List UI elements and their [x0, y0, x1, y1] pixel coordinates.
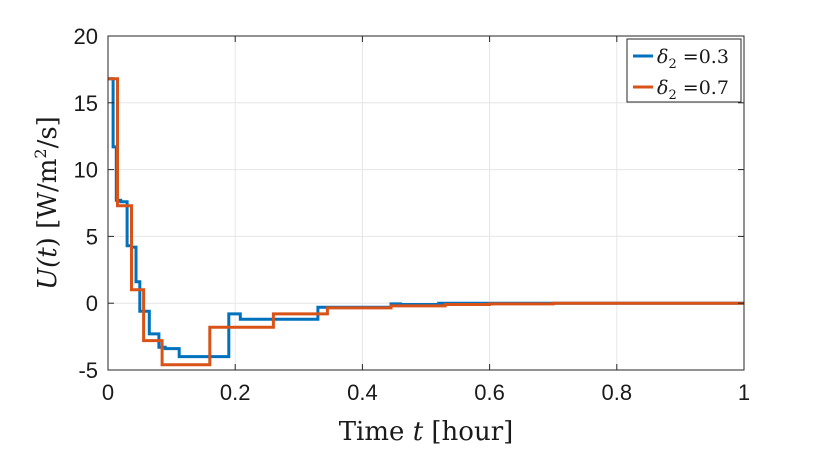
y-tick-labels: -5 0 5 10 15 20	[74, 24, 98, 383]
y-tick-label: -5	[78, 358, 98, 383]
legend-box	[626, 38, 742, 103]
x-tick-label: 0.8	[602, 380, 633, 405]
series-group	[108, 77, 744, 367]
y-tick-label: 5	[86, 224, 98, 249]
y-tick-label: 10	[74, 158, 98, 183]
x-tick-label: 1	[738, 380, 750, 405]
legend: δ2 =0.3 δ2 =0.7	[626, 38, 742, 103]
y-tick-label: 20	[74, 24, 98, 49]
y-tick-label: 0	[86, 291, 98, 316]
series-line-1	[108, 77, 744, 359]
legend-entry-series-2: δ2 =0.7	[657, 77, 729, 103]
legend-entry-series-1: δ2 =0.3	[657, 46, 729, 72]
x-tick-label: 0.2	[220, 380, 251, 405]
x-axis-label: Time t [hour]	[339, 417, 514, 447]
x-tick-label: 0	[102, 380, 114, 405]
tick-marks	[107, 35, 745, 371]
y-axis-label: U(t) [W/m2/s]	[31, 116, 63, 290]
x-tick-labels: 0 0.2 0.4 0.6 0.8 1	[102, 380, 750, 405]
y-tick-label: 15	[74, 91, 98, 116]
x-tick-label: 0.6	[474, 380, 505, 405]
plot-frame	[107, 35, 745, 371]
series-line-2	[108, 77, 744, 367]
x-tick-label: 0.4	[347, 380, 378, 405]
